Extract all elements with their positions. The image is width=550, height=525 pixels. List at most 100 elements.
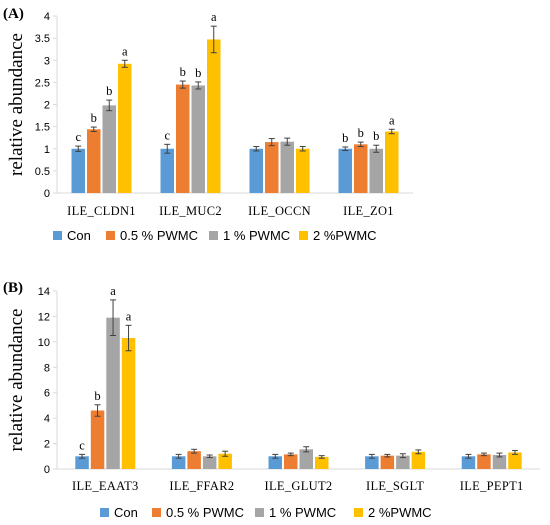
legend-swatch [255,508,264,517]
bar [411,451,426,469]
legend-swatch [209,231,218,240]
bar [299,449,313,469]
panel-label: (A) [3,6,24,22]
significance-label: b [180,65,186,79]
significance-label: b [106,84,112,98]
bar [508,452,522,469]
bar [118,63,132,193]
bar [280,141,294,193]
y-tick-label: 0 [44,464,50,476]
bar [315,456,329,469]
x-tick-label: ILE_ZO1 [343,204,394,218]
bar [71,148,85,193]
y-tick-label: 0 [44,188,50,200]
legend-swatch [152,508,161,517]
x-tick-label: ILE_OCCN [248,204,311,218]
bar [121,338,136,469]
bar [160,148,174,193]
bar [87,129,101,193]
bar [338,148,352,193]
significance-label: b [94,389,100,403]
legend-label: 0.5 % PWMC [166,505,244,520]
chart-panel-b: (B) relative abundance 0 2 4 6 8 10 12 14 ILE_EAAT… [3,280,540,520]
bar [207,39,221,193]
legend-swatch [106,231,115,240]
bar [268,456,282,469]
bar [369,148,383,193]
y-tick-label: 14 [38,286,50,298]
significance-label: b [342,131,348,145]
legend-label: 2 %PWMC [313,228,377,243]
x-tick-label: ILE_GLUT2 [265,479,333,493]
x-tick-label: ILE_CLDN1 [67,204,136,218]
significance-label: a [126,309,132,323]
y-tick-label: 2.5 [35,77,50,89]
bar [477,454,491,469]
legend-label: 1 % PWMC [269,505,336,520]
legend-swatch [53,231,62,240]
legend-label: Con [114,505,138,520]
x-tick-label: ILE_SGLT [366,479,424,493]
bar [75,456,89,469]
y-tick-label: 0.5 [35,166,50,178]
bar [249,148,263,193]
bar [187,451,201,469]
chart-panel-a: (A) relative abundance 0 0.5 1 1.5 2 2.5 3 3.5 4 IL… [3,6,413,243]
significance-label: a [389,113,395,127]
y-tick-label: 10 [38,337,50,349]
bar [385,131,399,193]
panel-label: (B) [3,280,23,296]
y-tick-label: 12 [38,311,50,323]
legend-swatch [100,508,109,517]
bar [191,85,205,193]
bar [106,317,120,469]
legend-swatch [299,231,308,240]
y-tick-label: 2 [44,100,50,112]
significance-label: b [373,129,379,143]
bar [265,142,279,193]
y-axis-title: relative abundance [6,33,27,176]
bar [296,148,310,193]
y-tick-label: 3.5 [35,33,50,45]
bar [396,455,410,469]
legend-label: 0.5 % PWMC [120,228,198,243]
bar [365,456,379,469]
bar [202,456,217,469]
bar [492,455,507,469]
y-tick-label: 4 [44,413,50,425]
bar [284,454,298,469]
bar [380,455,395,469]
significance-label: c [79,438,85,452]
legend-swatch [354,508,363,517]
bar [461,456,476,469]
significance-label: a [122,44,128,58]
x-tick-label: ILE_MUC2 [159,204,222,218]
legend-label: 2 %PWMC [368,505,432,520]
legend-label: 1 % PWMC [223,228,290,243]
y-tick-label: 1 [44,144,50,156]
y-tick-label: 6 [44,388,50,400]
y-axis-title: relative abundance [6,309,27,452]
significance-label: a [110,284,116,298]
significance-label: b [91,111,97,125]
y-tick-label: 3 [44,55,50,67]
y-tick-label: 4 [44,11,50,23]
significance-label: b [358,126,364,140]
x-tick-label: ILE_PEPT1 [460,479,524,493]
legend-label: Con [67,228,91,243]
bar [171,456,186,469]
y-tick-label: 8 [44,362,50,374]
y-tick-label: 2 [44,439,50,451]
significance-label: c [164,128,170,142]
bar [218,453,232,469]
significance-label: b [195,66,201,80]
significance-label: c [75,130,81,144]
bar [102,105,116,193]
y-tick-label: 1.5 [35,122,50,134]
x-tick-label: ILE_FFAR2 [169,479,234,493]
significance-label: a [211,10,217,24]
bar [354,144,368,193]
bar [90,410,105,469]
bar [176,84,190,193]
